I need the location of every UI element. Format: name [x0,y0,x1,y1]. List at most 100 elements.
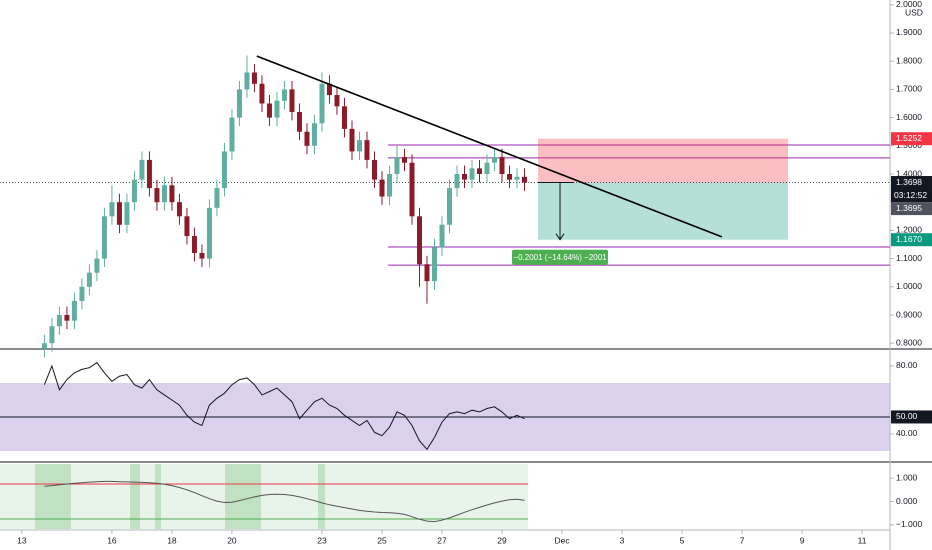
candle-body [281,89,287,101]
candle-body [371,159,377,180]
candle-body [79,286,85,301]
candle-body [101,216,107,259]
price-label-box [891,132,932,146]
shade [318,464,325,529]
risk-zone [538,138,788,183]
candle-body [296,111,302,132]
price-label-box [891,233,932,247]
candle-body [492,157,498,163]
measure-label: −0.2001 (−14.64%) −2001 [513,253,607,262]
x-tick-label: 13 [17,535,27,545]
price-label-box [891,176,932,190]
reward-zone [538,182,788,240]
candle-body [191,236,197,253]
candle-body [349,128,355,152]
y-tick-label: 0.9000 [896,309,922,319]
shade [0,464,528,529]
x-tick-label: 29 [497,535,507,545]
midline-label-box [891,410,932,424]
candle-body [439,224,445,248]
x-tick-label: 11 [858,535,867,545]
candle-body [507,174,513,180]
indicator-line [44,480,525,523]
currency-label: USD [905,7,923,17]
candle-body [94,258,100,273]
candle-body [64,315,70,321]
candle-body [326,83,332,96]
candle-body [41,343,47,349]
y-tick-label: 1.0000 [896,281,922,291]
candle-body [341,106,347,129]
x-tick-label: 18 [167,535,177,545]
price-label: 1.3698 [896,177,922,187]
candle-body [266,103,272,118]
shade [130,464,140,529]
candle-body [131,179,137,203]
candle-body [462,174,468,180]
shade [35,464,71,529]
candle-body [214,188,220,208]
price-label-box [891,202,932,216]
candle-body [116,202,122,225]
candle-body [176,202,182,217]
candle-body [244,72,250,90]
candle-body [221,151,227,189]
price-label: 1.5252 [896,133,922,143]
y-tick-label: 1.7000 [896,84,922,94]
candle-body [109,202,115,217]
measure-label-box [512,249,609,265]
x-tick-label: 23 [317,535,327,545]
candle-body [184,216,190,237]
candle-body [499,157,505,174]
candle-body [454,174,460,189]
candle-body [416,216,422,265]
x-tick-label: 16 [107,535,117,545]
arrow-head [555,233,565,241]
candle-body [154,188,160,203]
x-tick-label: 5 [680,535,685,545]
countdown-box [891,189,932,203]
x-tick-label: 27 [437,535,447,545]
x-tick-label: 7 [740,535,745,545]
candle-body [469,168,475,180]
candle-body [386,174,392,197]
x-tick-label: Dec [554,535,570,545]
candle-body [379,179,385,197]
x-tick-label: 25 [377,535,387,545]
candle-body [334,95,340,107]
candle-body [424,264,430,282]
candle-body [251,72,257,84]
indicator-line [43,361,525,451]
y-tick-label: 1.000 [896,472,918,482]
candle-body [71,300,77,321]
price-label: 1.3695 [896,203,922,213]
candle-body [146,159,152,189]
candle-body [289,89,295,112]
candle-body [311,123,317,146]
candle-body [56,315,62,327]
candle-body [169,185,175,203]
y-tick-label: 1.1000 [896,253,922,263]
candle-body [431,247,437,282]
candle-body [124,202,130,225]
y-tick-label: 1.6000 [896,112,922,122]
candle-body [364,140,370,160]
y-tick-label: 40.00 [896,428,918,438]
candle-body [206,207,212,259]
candle-body [86,272,92,287]
y-tick-label: −1.000 [896,519,923,529]
candle-body [409,162,415,217]
candle-body [484,162,490,174]
candle-body [514,176,520,180]
candle-body [274,100,280,118]
trendline [256,55,723,238]
price-label: 1.1670 [896,234,922,244]
candle-body [139,159,145,180]
candle-body [199,252,205,259]
y-tick-label: 2.0000 [896,0,922,9]
candle-body [304,131,310,146]
countdown: 03:12:52 [894,190,927,200]
y-tick-label: 0.8000 [896,337,922,347]
x-tick-label: 3 [620,535,625,545]
